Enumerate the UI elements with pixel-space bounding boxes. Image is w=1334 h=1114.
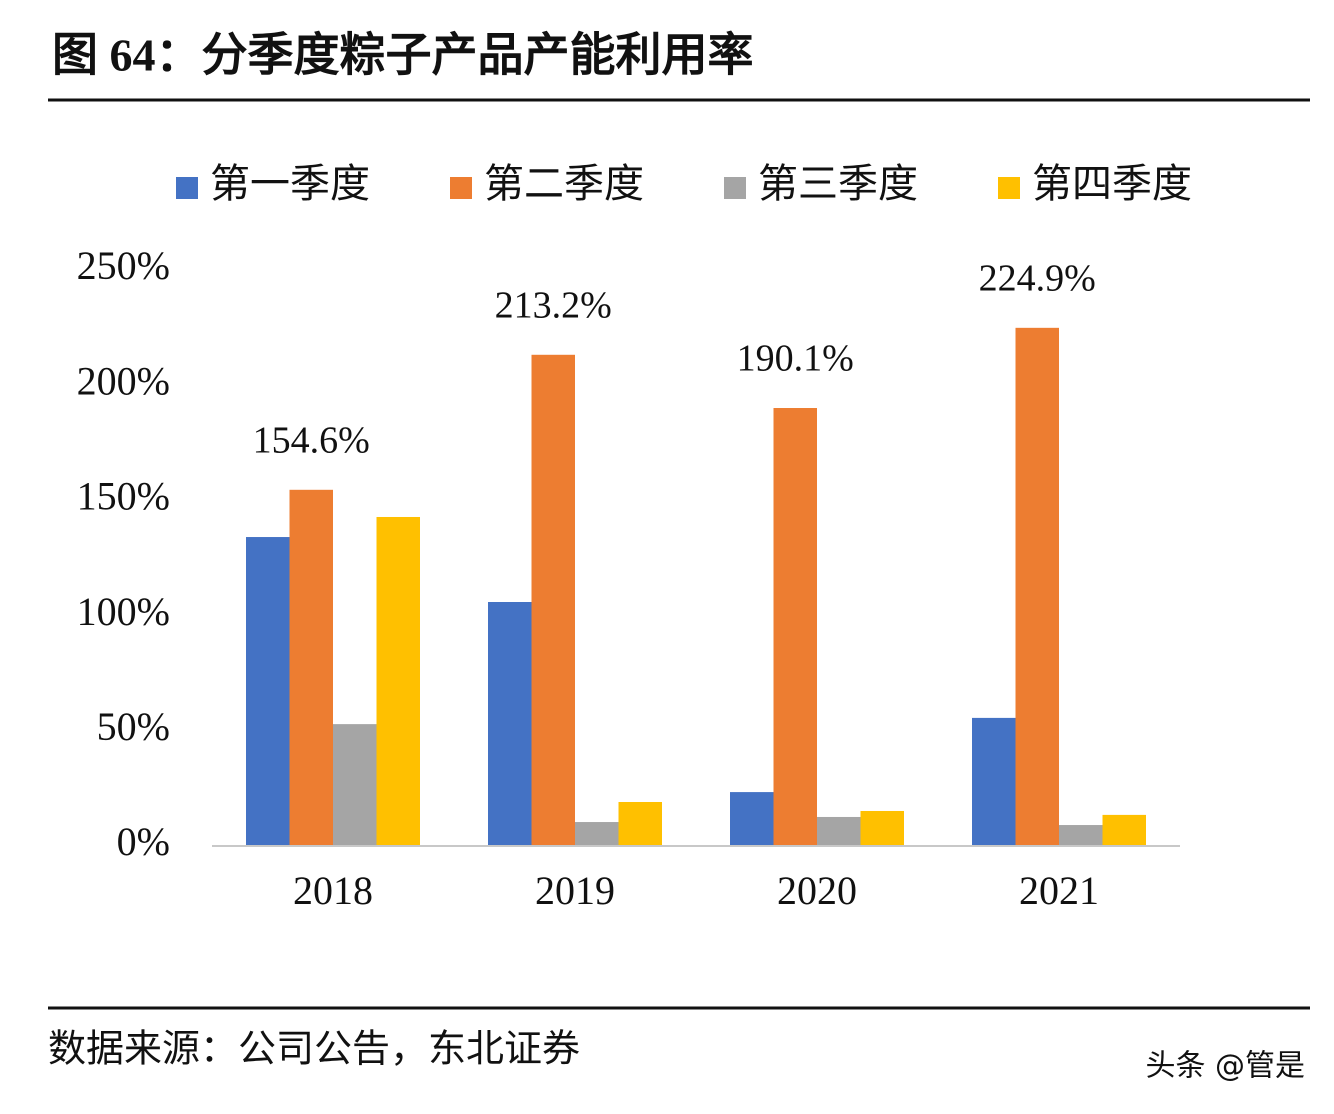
y-tick-label: 0% [117, 819, 170, 864]
bar [618, 801, 662, 846]
bar [972, 717, 1016, 846]
bar [246, 537, 290, 846]
bar [1015, 327, 1059, 846]
bar [817, 816, 861, 846]
y-tick-label: 250% [77, 243, 170, 288]
legend-label: 第一季度 [210, 161, 370, 206]
chart-title: 图 64：分季度粽子产品产能利用率 [52, 30, 754, 81]
bar [575, 822, 619, 846]
bar [531, 354, 575, 846]
bar [730, 792, 774, 846]
legend-swatch [998, 177, 1020, 199]
x-tick-label: 2019 [535, 868, 615, 913]
legend-label: 第二季度 [484, 161, 644, 206]
legend-label: 第三季度 [758, 161, 918, 206]
x-tick-label: 2018 [293, 868, 373, 913]
value-label: 224.9% [979, 258, 1096, 300]
bar [488, 602, 532, 846]
bar [1102, 814, 1146, 846]
source-note: 数据来源：公司公告，东北证券 [48, 1029, 580, 1071]
legend-swatch [450, 177, 472, 199]
x-tick-label: 2021 [1019, 868, 1099, 913]
y-tick-label: 100% [77, 589, 170, 634]
x-tick-label: 2020 [777, 868, 857, 913]
bar [773, 408, 817, 846]
bar [289, 489, 333, 846]
bar [333, 724, 377, 846]
bar [860, 810, 904, 846]
legend-swatch [176, 177, 198, 199]
y-tick-label: 150% [77, 474, 170, 519]
watermark: 头条 @管是 [1145, 1049, 1305, 1084]
legend-swatch [724, 177, 746, 199]
bar [376, 516, 420, 846]
legend-label: 第四季度 [1032, 161, 1192, 206]
y-tick-label: 50% [97, 704, 170, 749]
value-label: 154.6% [253, 420, 370, 462]
y-tick-label: 200% [77, 358, 170, 403]
bar [1059, 825, 1103, 846]
value-label: 190.1% [737, 338, 854, 380]
value-label: 213.2% [495, 285, 612, 327]
